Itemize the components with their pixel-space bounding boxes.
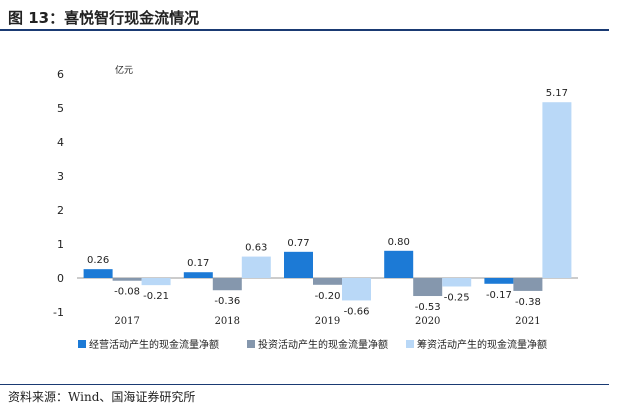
y-tick-label: 6 (57, 68, 64, 81)
y-tick-label: 0 (57, 272, 64, 285)
bar (141, 278, 171, 286)
bar (413, 278, 443, 297)
data-label: -0.21 (143, 291, 169, 302)
bar (112, 278, 142, 281)
y-tick-label: 2 (57, 204, 64, 217)
y-axis-unit-label: 亿元 (115, 64, 133, 76)
source-rule (0, 384, 609, 385)
data-label: -0.08 (114, 287, 140, 298)
legend-label: 筹资活动产生的现金流量净额 (417, 338, 547, 351)
data-label: -0.66 (344, 306, 370, 317)
data-label: -0.25 (444, 293, 470, 304)
y-tick-label: 5 (57, 102, 64, 115)
bar (241, 256, 271, 278)
bar (542, 102, 572, 278)
data-label: 0.63 (245, 243, 267, 254)
y-tick-label: 1 (57, 238, 64, 251)
cashflow-bar-chart: 亿元 -1 0 1 2 3 4 5 6 0.26 -0.08 -0.21 0.17 -0.36 0.63… (53, 64, 578, 351)
data-label: 0.17 (187, 258, 209, 269)
data-label: -0.38 (515, 297, 541, 308)
legend-swatch (406, 340, 414, 348)
y-tick-label: -1 (53, 306, 64, 319)
legend-swatch (247, 340, 255, 348)
legend-swatch (78, 340, 86, 348)
bars-group (83, 102, 572, 301)
legend: 经营活动产生的现金流量净额 投资活动产生的现金流量净额 筹资活动产生的现金流量净额 (78, 338, 547, 351)
bar (513, 278, 543, 291)
category-label: 2020 (415, 316, 440, 327)
data-label: -0.20 (315, 291, 341, 302)
y-tick-label: 4 (57, 136, 64, 149)
data-label: 0.80 (388, 237, 410, 248)
data-label: 0.77 (287, 238, 309, 249)
category-label: 2019 (315, 316, 340, 327)
bar (313, 278, 342, 285)
category-label: 2021 (515, 316, 540, 327)
data-label: 5.17 (546, 88, 568, 99)
bar (342, 278, 371, 301)
category-labels-group: 2017 2018 2019 2020 2021 (114, 316, 540, 327)
bar (284, 251, 313, 278)
data-label: -0.17 (486, 290, 512, 301)
bar (384, 250, 414, 278)
figure-title: 图 13：喜悦智行现金流情况 (8, 9, 200, 27)
bar (442, 278, 472, 287)
legend-label: 投资活动产生的现金流量净额 (258, 338, 388, 351)
source-note: 资料来源：Wind、国海证券研究所 (8, 390, 196, 404)
bar (484, 278, 514, 284)
category-label: 2018 (215, 316, 240, 327)
data-label: 0.26 (87, 255, 109, 266)
bar (212, 278, 242, 291)
legend-label: 经营活动产生的现金流量净额 (89, 338, 219, 351)
data-label: -0.36 (214, 296, 240, 307)
bar (183, 272, 213, 278)
y-tick-label: 3 (57, 170, 64, 183)
bar (83, 269, 113, 278)
data-labels-group: 0.26 -0.08 -0.21 0.17 -0.36 0.63 0.77 -0.20-0.6… (87, 88, 568, 317)
category-label: 2017 (114, 316, 139, 327)
data-label: -0.53 (415, 302, 441, 313)
title-rule (0, 29, 609, 31)
